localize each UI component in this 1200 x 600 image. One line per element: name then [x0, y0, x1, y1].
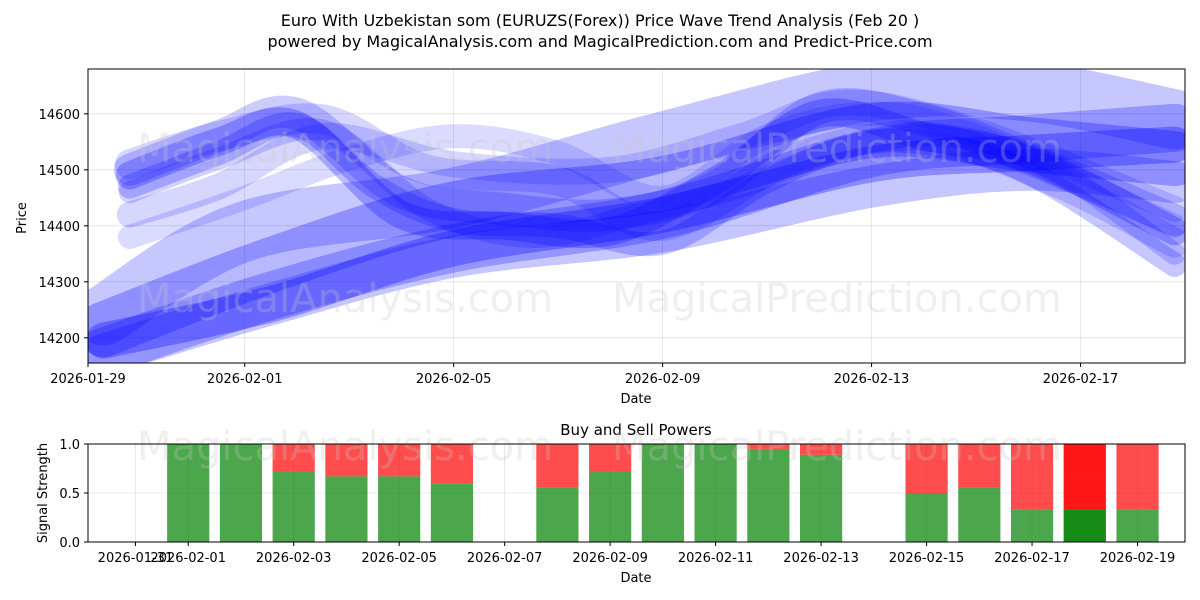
chart-title-line2: powered by MagicalAnalysis.com and Magic…: [267, 32, 932, 51]
buy-sell-y-tick-label: 0.5: [59, 487, 80, 502]
price-y-tick-label: 14600: [39, 108, 80, 123]
sell-bar: [589, 444, 632, 472]
buy-bar: [325, 476, 368, 542]
price-x-tick-label: 2026-02-01: [207, 372, 283, 387]
buy-bar: [1010, 509, 1054, 542]
price-wave-line-1: [88, 101, 1185, 357]
price-y-tick-label: 14400: [39, 220, 80, 235]
price-grid: [87, 69, 1185, 363]
watermark-mid-right: MagicalPrediction.com: [612, 276, 1062, 322]
buy-bar: [219, 444, 263, 542]
buy-sell-y-ticks: 0.0 0.5 1.0: [59, 438, 88, 551]
price-wave-line-9: [116, 89, 1185, 228]
price-wave-line-3: [88, 69, 1185, 346]
buy-sell-x-tick-label: 2026-02-09: [572, 551, 648, 566]
price-x-tick-label: 2026-02-13: [834, 372, 910, 387]
buy-sell-x-tick-label: 2026-02-17: [994, 551, 1070, 566]
price-x-ticks: 2026-01-29 2026-02-01 2026-02-05 2026-02-09…: [50, 363, 1118, 387]
price-y-tick-label: 14200: [39, 332, 80, 347]
price-wave-line-6: [115, 98, 1185, 249]
buy-sell-x-tick-label: 2026-02-19: [1100, 551, 1176, 566]
watermark-bottom-right: MagicalPrediction.com: [612, 424, 1062, 470]
sell-bar: [430, 444, 474, 484]
price-wave-series: [88, 69, 1185, 363]
sell-bar: [905, 444, 948, 493]
price-y-tick-label: 14500: [39, 164, 80, 179]
price-wave-line-5: [88, 148, 1185, 363]
sell-bar-overlay-top: [1063, 444, 1106, 478]
buy-sell-x-tick-label: 2026-02-01: [150, 551, 226, 566]
buy-sell-y-axis-label: Signal Strength: [36, 443, 51, 543]
sell-bar: [325, 444, 368, 477]
price-wave-line-2: [88, 103, 1185, 363]
price-wave-panel: MagicalAnalysis.com MagicalPrediction.co…: [15, 68, 1186, 407]
price-y-ticks: 14200 14300 14400 14500 14600: [39, 108, 88, 347]
price-wave-line-8: [113, 88, 1185, 237]
buy-sell-x-tick-label: 2026-02-13: [783, 551, 859, 566]
buy-sell-y-tick-label: 1.0: [59, 438, 80, 453]
watermark-top-left: MagicalAnalysis.com: [137, 126, 553, 172]
buy-sell-title: Buy and Sell Powers: [560, 421, 712, 439]
sell-bar: [1010, 444, 1054, 510]
buy-sell-x-axis-label: Date: [620, 571, 651, 586]
watermark-bottom-left: MagicalAnalysis.com: [137, 424, 553, 470]
price-wave-line-7: [117, 112, 1185, 277]
buy-bar: [694, 444, 737, 542]
buy-bar: [167, 444, 210, 542]
buy-bar: [747, 448, 790, 542]
buy-sell-bars: [167, 444, 1159, 542]
buy-sell-x-tick-label: 2026-02-03: [256, 551, 332, 566]
price-wave-line-11: [114, 103, 1185, 258]
buy-bar: [799, 454, 843, 542]
price-x-tick-label: 2026-02-17: [1043, 372, 1119, 387]
buy-sell-panel: Buy and Sell Powers MagicalAnalysis.com …: [36, 421, 1186, 586]
buy-bar: [430, 483, 474, 542]
buy-bar: [958, 487, 1001, 542]
price-y-tick-label: 14300: [39, 276, 80, 291]
price-x-axis-label: Date: [620, 392, 651, 407]
buy-sell-x-tick-label: 2026-02-05: [361, 551, 437, 566]
buy-bar: [905, 493, 948, 542]
buy-bar: [536, 487, 579, 542]
sell-bar: [378, 444, 421, 477]
price-x-tick-label: 2026-01-29: [50, 372, 126, 387]
price-x-tick-label: 2026-02-05: [416, 372, 492, 387]
price-wave-line-10: [117, 101, 1185, 249]
sell-bar: [1116, 444, 1159, 510]
buy-bar: [1116, 509, 1159, 542]
price-y-axis-label: Price: [15, 202, 30, 234]
buy-bar: [378, 476, 421, 542]
buy-sell-x-tick-label: 2026-02-15: [889, 551, 965, 566]
sell-bar: [536, 444, 579, 488]
buy-sell-x-tick-label: 2026-02-07: [467, 551, 543, 566]
buy-bar: [641, 444, 684, 542]
buy-sell-x-tick-label: 2026-02-11: [678, 551, 754, 566]
buy-bar: [272, 471, 315, 542]
watermark-top-right: MagicalPrediction.com: [612, 126, 1062, 172]
buy-sell-y-tick-label: 0.0: [59, 536, 80, 551]
buy-bar-overlay: [1063, 509, 1106, 542]
buy-bar: [589, 471, 632, 542]
sell-bar-overlay: [1063, 477, 1106, 510]
sell-bar: [747, 444, 790, 449]
sell-bar: [958, 444, 1001, 488]
sell-bar: [272, 444, 315, 472]
chart-title-line1: Euro With Uzbekistan som (EURUZS(Forex))…: [281, 11, 920, 30]
price-wave-line-12: [118, 118, 1185, 265]
price-x-tick-label: 2026-02-09: [625, 372, 701, 387]
buy-sell-x-tick-label: 2026-01-31: [98, 551, 174, 566]
watermark-mid-left: MagicalAnalysis.com: [137, 276, 553, 322]
sell-bar: [799, 444, 843, 455]
price-wave-line-4: [88, 126, 1185, 359]
